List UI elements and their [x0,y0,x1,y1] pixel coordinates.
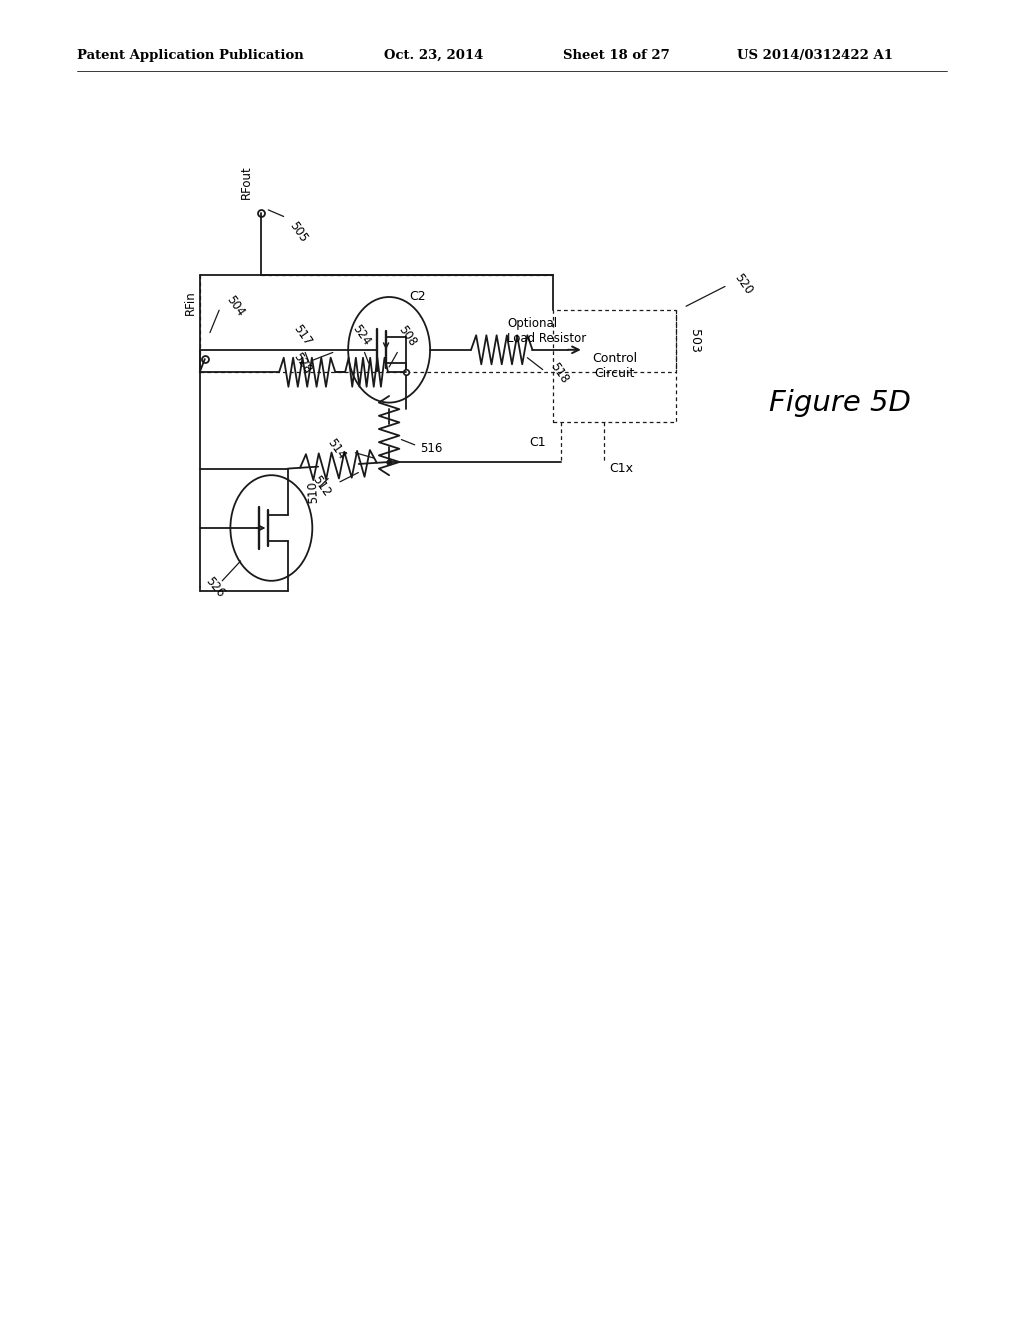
Text: 517: 517 [291,322,313,348]
Text: C1x: C1x [609,462,633,475]
Text: RFout: RFout [240,165,253,199]
Text: 524: 524 [350,322,373,348]
Text: RFin: RFin [183,290,197,315]
Text: 512: 512 [309,473,333,499]
Text: Patent Application Publication: Patent Application Publication [77,49,303,62]
Text: 520: 520 [732,271,756,297]
Text: US 2014/0312422 A1: US 2014/0312422 A1 [737,49,893,62]
Text: 510: 510 [306,480,319,503]
Text: 514: 514 [325,436,348,462]
Text: Figure 5D: Figure 5D [769,388,910,417]
Text: Control
Circuit: Control Circuit [592,352,637,380]
Text: 528: 528 [291,350,313,376]
Text: 503: 503 [688,329,701,354]
Text: 516: 516 [420,442,442,455]
Text: 504: 504 [223,293,247,319]
Text: 508: 508 [395,323,419,348]
Text: 526: 526 [203,574,227,601]
Text: 505: 505 [287,219,310,244]
Text: C1: C1 [529,436,546,449]
Text: C2: C2 [409,290,426,304]
Text: Oct. 23, 2014: Oct. 23, 2014 [384,49,483,62]
Text: Optional
Load Resistor: Optional Load Resistor [507,317,586,345]
Text: 518: 518 [548,360,571,387]
Text: Sheet 18 of 27: Sheet 18 of 27 [563,49,670,62]
FancyBboxPatch shape [553,310,676,422]
